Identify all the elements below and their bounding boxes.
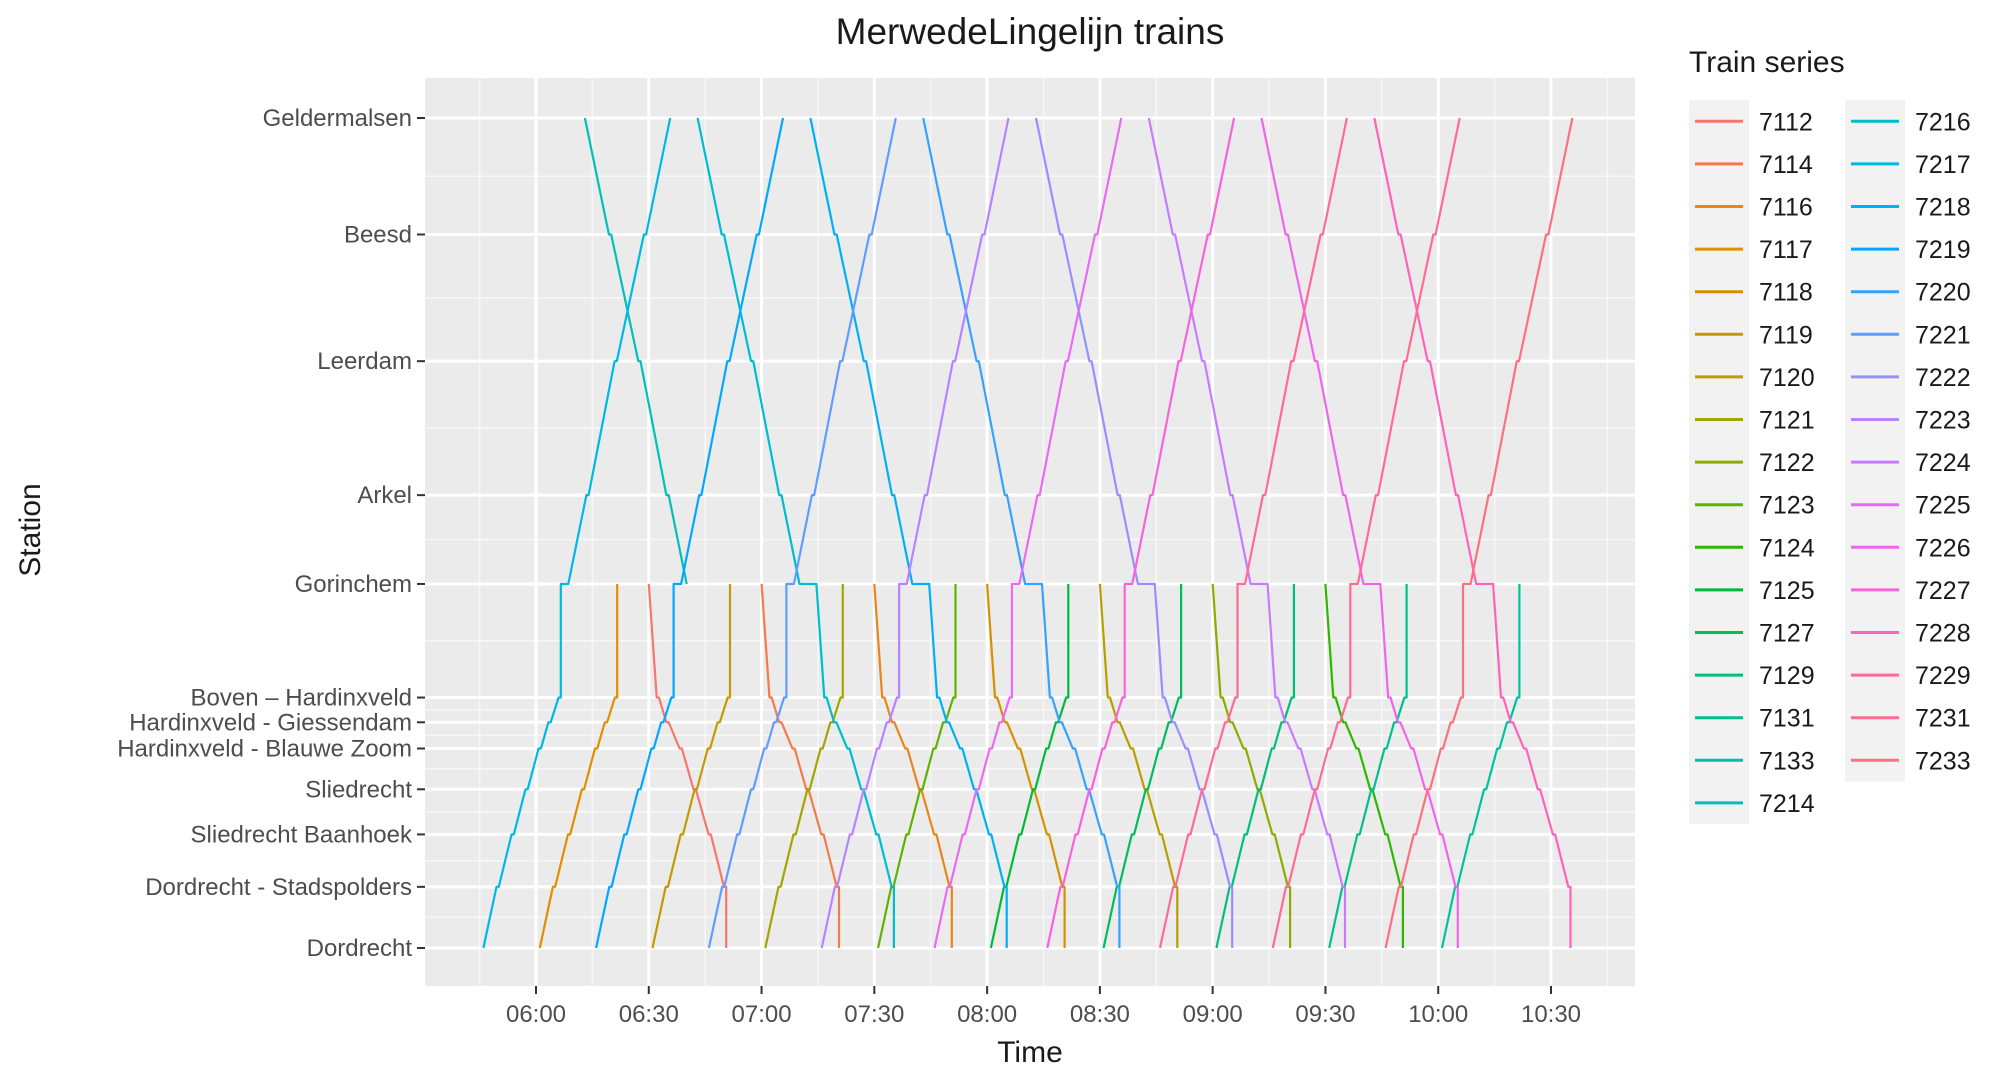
legend-title: Train series: [1689, 46, 1845, 79]
series-line-7122: [1211, 583, 1292, 948]
x-tick-label: 08:00: [957, 1001, 1017, 1028]
legend-label: 7221: [1915, 321, 1971, 349]
legend-label: 7226: [1915, 534, 1971, 562]
series-line-7119: [651, 584, 732, 949]
x-tick-label: 10:00: [1408, 1001, 1468, 1028]
x-axis: 06:00 06:30 07:00 07:30 08:00 08:30 09:00 09:30…: [506, 986, 1581, 1028]
legend-label: 7120: [1759, 364, 1815, 392]
legend-label: 7118: [1759, 279, 1813, 307]
y-axis-title: Station: [14, 483, 47, 576]
x-tick-label: 10:30: [1521, 1001, 1581, 1028]
series-line-7226: [1260, 117, 1459, 948]
x-tick-label: 06:00: [506, 1001, 566, 1028]
series-line-7217: [482, 117, 672, 949]
series-line-7219: [595, 117, 785, 949]
legend-label: 7218: [1915, 194, 1971, 222]
series-line-7133: [1440, 584, 1521, 949]
y-tick-label: Gorinchem: [295, 571, 412, 598]
legend-label: 7223: [1915, 407, 1971, 435]
legend-label: 7217: [1915, 151, 1971, 179]
legend-label: 7222: [1915, 364, 1971, 392]
legend-label: 7125: [1759, 577, 1815, 605]
legend-label: 7116: [1759, 194, 1813, 222]
legend: 7112 7114 7116 7117 7118 7119 7120 7121 7122 7123…: [1689, 100, 1971, 825]
series-line-7223: [820, 117, 1010, 949]
legend-label: 7119: [1759, 321, 1813, 349]
legend-label: 7216: [1915, 108, 1971, 136]
series-line-7129: [1215, 584, 1295, 949]
legend-label: 7233: [1915, 747, 1971, 775]
legend-label: 7228: [1915, 620, 1971, 648]
y-tick-label: Leerdam: [317, 348, 412, 375]
series-layer: [482, 117, 1574, 949]
legend-label: 7224: [1915, 449, 1971, 477]
y-tick-label: Hardinxveld - Blauwe Zoom: [117, 736, 412, 763]
legend-label: 7214: [1759, 790, 1815, 818]
legend-label: 7131: [1759, 705, 1815, 733]
x-tick-label: 09:00: [1183, 1001, 1243, 1028]
series-line-7224: [1147, 117, 1347, 948]
x-tick-label: 06:30: [619, 1001, 679, 1028]
legend-label: 7229: [1915, 662, 1971, 690]
x-tick-label: 07:30: [844, 1001, 904, 1028]
series-line-7214: [583, 117, 688, 585]
y-tick-label: Sliedrecht: [305, 776, 412, 803]
series-line-7124: [1324, 583, 1404, 948]
x-tick-label: 07:00: [732, 1001, 792, 1028]
legend-label: 7124: [1759, 534, 1815, 562]
series-line-7112: [647, 583, 728, 948]
legend-label: 7127: [1759, 620, 1815, 648]
series-line-7229: [1158, 117, 1348, 949]
legend-label: 7129: [1759, 662, 1815, 690]
grid-major: [425, 78, 1635, 986]
series-line-7225: [933, 117, 1123, 949]
x-axis-title: Time: [997, 1036, 1063, 1069]
legend-label: 7219: [1915, 236, 1971, 264]
series-line-7227: [1046, 117, 1236, 949]
y-tick-label: Geldermalsen: [263, 105, 412, 132]
y-axis: Geldermalsen Beesd Leerdam Arkel Gorinchem Bo…: [117, 105, 425, 962]
y-tick-label: Dordrecht: [307, 935, 413, 962]
x-tick-label: 08:30: [1070, 1001, 1130, 1028]
legend-label: 7112: [1759, 108, 1813, 136]
y-tick-label: Sliedrecht Baanhoek: [191, 821, 413, 848]
y-tick-label: Boven – Hardinxveld: [191, 685, 412, 712]
legend-label: 7133: [1759, 747, 1815, 775]
series-line-7220: [922, 117, 1121, 948]
y-tick-label: Beesd: [344, 221, 412, 248]
x-tick-label: 09:30: [1295, 1001, 1355, 1028]
legend-label: 7231: [1915, 705, 1971, 733]
series-line-7131: [1328, 584, 1408, 949]
legend-label: 7122: [1759, 449, 1815, 477]
legend-label: 7117: [1759, 236, 1813, 264]
series-line-7228: [1373, 117, 1572, 948]
legend-label: 7225: [1915, 492, 1971, 520]
series-line-7121: [764, 584, 844, 949]
series-line-7116: [873, 583, 953, 948]
legend-label: 7123: [1759, 492, 1815, 520]
series-line-7218: [809, 117, 1008, 948]
series-line-7127: [1102, 584, 1183, 949]
series-line-7231: [1271, 117, 1461, 949]
series-line-7233: [1384, 117, 1574, 949]
series-line-7221: [707, 117, 897, 949]
series-line-7114: [760, 583, 841, 948]
series-line-7222: [1034, 117, 1234, 948]
legend-key-bg: [1845, 100, 1905, 782]
legend-label: 7121: [1759, 407, 1815, 435]
series-line-7120: [1098, 583, 1179, 948]
legend-label: 7114: [1759, 151, 1813, 179]
series-line-7125: [989, 584, 1070, 949]
series-line-7123: [877, 584, 957, 949]
series-line-7118: [986, 583, 1066, 948]
legend-label: 7227: [1915, 577, 1971, 605]
chart-title: MerwedeLingelijn trains: [836, 11, 1225, 52]
y-tick-label: Arkel: [357, 482, 412, 509]
y-tick-label: Dordrecht - Stadspolders: [145, 874, 412, 901]
series-line-7117: [538, 584, 619, 949]
y-tick-label: Hardinxveld - Giessendam: [129, 709, 412, 736]
series-line-7216: [696, 117, 895, 948]
legend-label: 7220: [1915, 279, 1971, 307]
